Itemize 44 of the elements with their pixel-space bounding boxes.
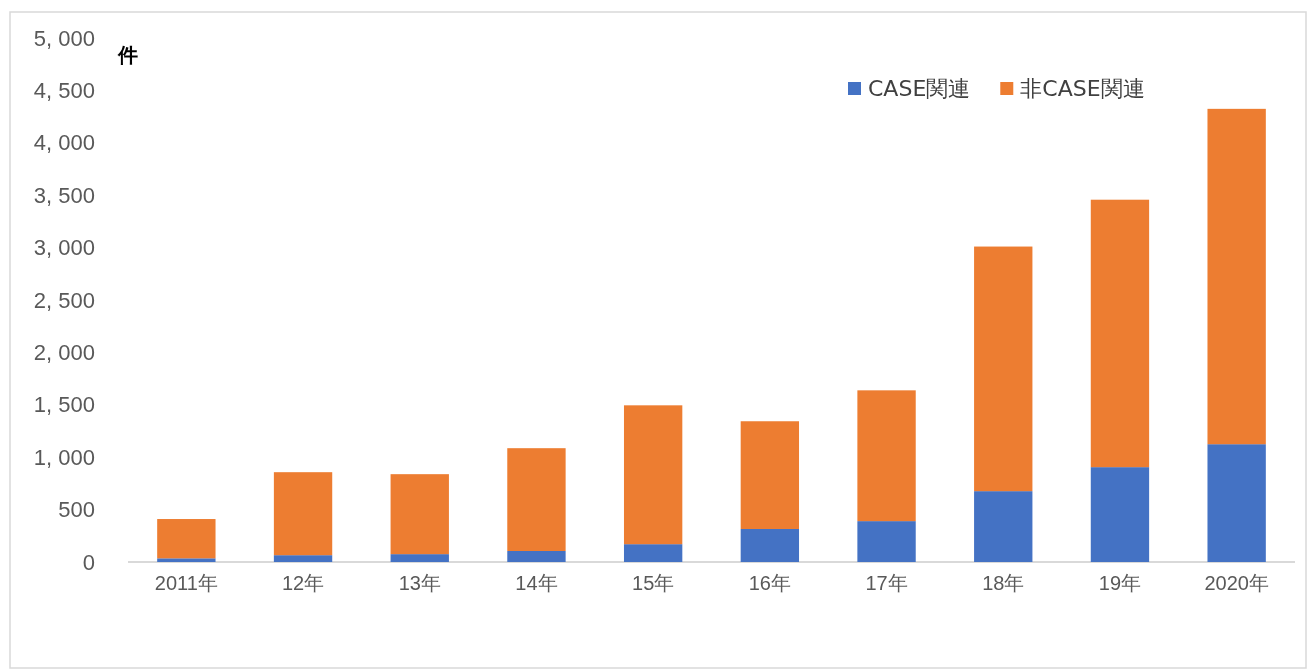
y-tick-label: 2, 500 bbox=[33, 287, 95, 313]
y-tick-label: 500 bbox=[58, 497, 95, 523]
y-tick-label: 1, 000 bbox=[33, 444, 95, 470]
x-tick-label: 13年 bbox=[398, 572, 441, 595]
x-tick-label: 19年 bbox=[1098, 572, 1142, 595]
y-tick-label: 0 bbox=[82, 549, 95, 575]
bar bbox=[507, 448, 566, 551]
bar bbox=[974, 246, 1033, 492]
bar bbox=[1207, 444, 1266, 562]
x-tick-label: 16年 bbox=[748, 572, 791, 595]
bar bbox=[157, 558, 216, 562]
bar bbox=[623, 544, 683, 562]
legend-label: 非CASE関連 bbox=[1020, 76, 1145, 101]
y-tick-label: 3, 500 bbox=[33, 182, 95, 208]
bar bbox=[740, 528, 800, 562]
x-tick-label: 2020年 bbox=[1204, 572, 1269, 595]
legend-label: CASE関連 bbox=[868, 76, 971, 101]
bar bbox=[857, 521, 916, 562]
bar bbox=[623, 405, 683, 545]
y-axis-title: 件 bbox=[117, 43, 138, 67]
x-tick-label: 14年 bbox=[515, 572, 558, 595]
bar bbox=[507, 551, 566, 562]
y-tick-label: 3, 000 bbox=[33, 235, 95, 261]
y-tick-label: 4, 500 bbox=[33, 77, 95, 103]
bar bbox=[974, 491, 1033, 562]
x-tick-label: 12年 bbox=[281, 572, 325, 595]
x-tick-label: 18年 bbox=[982, 572, 1025, 595]
bar bbox=[1090, 467, 1150, 562]
y-tick-label: 5, 000 bbox=[33, 25, 95, 51]
bar bbox=[273, 472, 333, 556]
x-tick-label: 15年 bbox=[632, 572, 675, 595]
bar bbox=[273, 555, 333, 562]
x-tick-label: 2011年 bbox=[154, 572, 218, 595]
bar bbox=[857, 390, 916, 522]
bar bbox=[1207, 108, 1266, 445]
y-tick-label: 4, 000 bbox=[33, 130, 95, 156]
bar bbox=[390, 474, 449, 555]
y-tick-label: 1, 500 bbox=[33, 392, 95, 418]
x-tick-label: 17年 bbox=[865, 572, 908, 595]
bar bbox=[1090, 199, 1150, 468]
bar bbox=[390, 554, 449, 562]
y-tick-label: 2, 000 bbox=[33, 339, 95, 365]
bar bbox=[740, 421, 800, 529]
bar bbox=[157, 519, 216, 559]
